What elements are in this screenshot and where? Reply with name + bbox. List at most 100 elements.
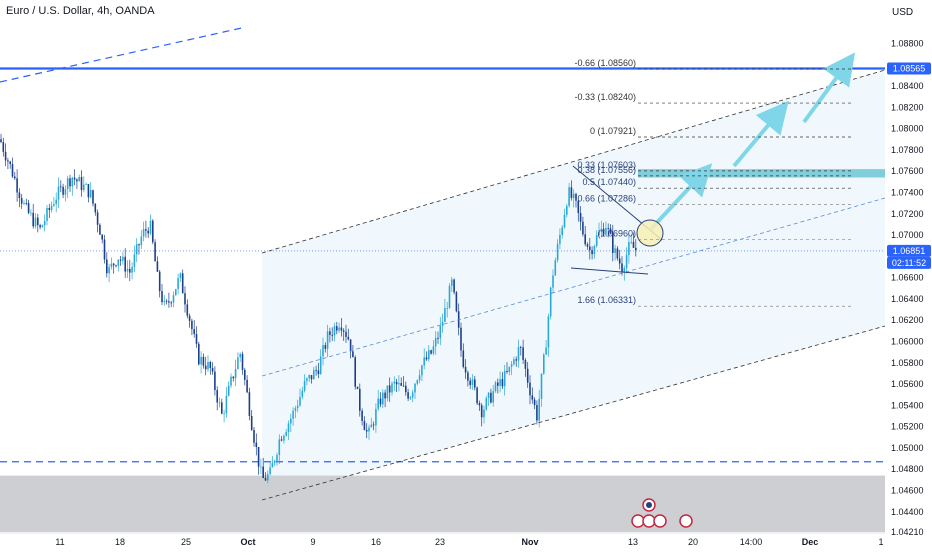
candle-body — [632, 241, 635, 248]
candle-body — [89, 190, 92, 198]
price-tick-label: 1.06000 — [891, 336, 924, 346]
candle-body — [101, 234, 103, 240]
currency-label[interactable]: USD — [892, 7, 914, 18]
candle-body — [133, 254, 136, 268]
candle-body — [211, 368, 214, 372]
candle-body — [195, 333, 198, 344]
candle-body — [345, 331, 347, 337]
candle-body — [156, 261, 159, 272]
candle-body — [248, 392, 251, 416]
channel-fill — [262, 70, 885, 500]
candle-body — [425, 357, 428, 360]
candle-body — [476, 387, 478, 404]
price-label-text: 02:11:52 — [892, 258, 926, 268]
candle-body — [92, 190, 94, 204]
event-icons[interactable] — [631, 498, 693, 528]
candle-body — [593, 245, 596, 255]
candle-body — [563, 214, 566, 228]
candle-body — [540, 373, 543, 399]
candle-body — [313, 369, 315, 380]
candle-body — [276, 455, 278, 461]
candle-body — [506, 371, 508, 372]
price-tick-label: 1.07400 — [891, 187, 924, 197]
candle-body — [193, 329, 195, 334]
lightning-event-icon[interactable] — [631, 514, 645, 528]
candle-body — [513, 359, 515, 365]
candle-body — [177, 278, 179, 290]
candle-body — [283, 435, 285, 441]
candle-body — [411, 392, 414, 398]
candle-body — [529, 382, 531, 396]
candle-body — [315, 369, 317, 371]
candle-body — [216, 390, 218, 403]
us-flag-event-icon[interactable] — [679, 514, 693, 528]
candle-body — [306, 378, 308, 381]
candle-body — [340, 327, 343, 331]
price-label-badge[interactable] — [887, 256, 931, 269]
candle-body — [9, 161, 11, 165]
candle-body — [462, 350, 465, 367]
price-label-badge[interactable] — [887, 62, 931, 75]
candle-body — [69, 178, 71, 187]
candle-body — [407, 392, 409, 399]
us-flag-event-icon[interactable] — [642, 514, 656, 528]
candle-body — [126, 268, 129, 272]
candle-body — [140, 236, 143, 246]
price-label-text: 1.08565 — [893, 63, 926, 73]
candle-body — [434, 337, 437, 347]
candle-body — [414, 383, 416, 393]
candle-body — [57, 186, 60, 200]
candle-body — [595, 235, 598, 246]
candle-body — [432, 346, 435, 354]
candle-body — [11, 164, 14, 177]
candle-body — [181, 273, 184, 294]
candle-body — [112, 263, 115, 266]
candle-body — [416, 380, 419, 384]
price-axis[interactable] — [885, 0, 932, 550]
candle-body — [41, 225, 44, 228]
price-tick-label: 1.04800 — [891, 464, 924, 474]
candle-body — [533, 399, 536, 406]
price-tick-label: 1.06600 — [891, 273, 924, 283]
us-flag-event-icon[interactable] — [653, 514, 667, 528]
time-tick-label: 11 — [55, 537, 64, 547]
time-tick-label: 20 — [688, 537, 698, 547]
price-tick-label: 1.08800 — [891, 38, 924, 48]
time-tick-label: Oct — [240, 537, 255, 547]
candle-body — [499, 379, 501, 386]
candle-body — [73, 177, 76, 180]
candle-body — [232, 376, 235, 379]
candle-body — [262, 466, 264, 479]
candle-body — [559, 234, 561, 244]
price-tick-label: 1.05800 — [891, 358, 924, 368]
candle-body — [138, 244, 140, 246]
candle-body — [467, 372, 469, 381]
time-tick-label: Nov — [521, 537, 538, 547]
candle-body — [131, 267, 133, 273]
channel-upper-line — [261, 69, 886, 254]
candle-body — [522, 347, 524, 360]
candle-body — [480, 405, 483, 418]
candle-body — [421, 365, 423, 376]
candle-body — [614, 248, 616, 253]
resistance-zone[interactable] — [638, 169, 885, 178]
candle-body — [602, 228, 605, 235]
candle-body — [402, 385, 405, 387]
candle-body — [294, 408, 297, 411]
candle-body — [60, 186, 62, 188]
candle-body — [244, 369, 246, 380]
candle-body — [526, 368, 529, 383]
candle-body — [301, 390, 304, 397]
candle-body — [20, 198, 23, 204]
time-tick-label: 13 — [628, 537, 638, 547]
candle-body — [625, 255, 628, 269]
candle-body — [260, 466, 262, 468]
candle-body — [280, 439, 283, 441]
candle-body — [598, 231, 600, 236]
candle-body — [108, 266, 110, 274]
candle-body — [510, 364, 513, 367]
price-label-badge[interactable] — [887, 244, 931, 257]
price-tick-label: 1.05000 — [891, 443, 924, 453]
candle-body — [142, 229, 145, 237]
candle-body — [99, 224, 101, 235]
